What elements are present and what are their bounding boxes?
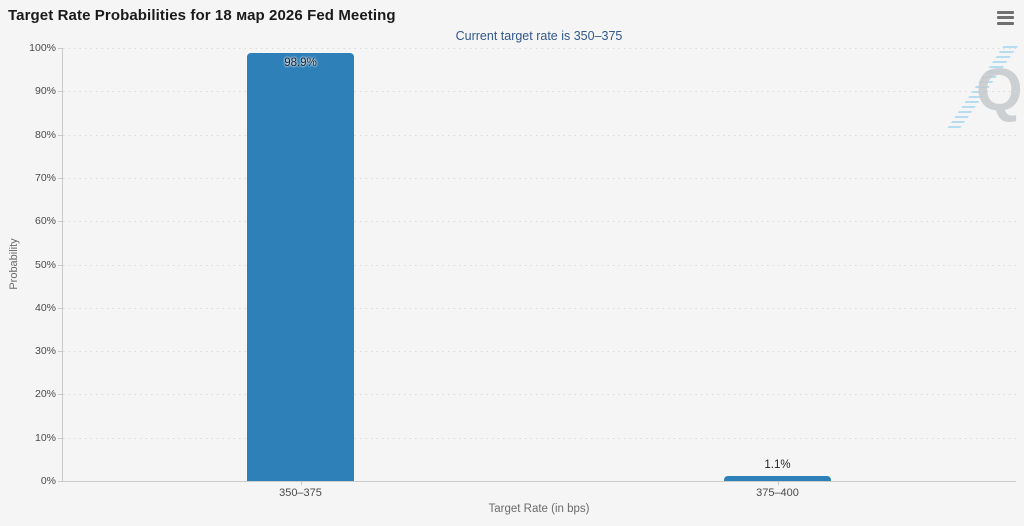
x-axis-tick (777, 481, 779, 485)
y-axis-tick (58, 264, 62, 266)
y-axis-tick-label: 50% (34, 258, 56, 271)
bar-value-label: 1.1% (764, 459, 791, 472)
y-axis-tick (58, 481, 62, 482)
hamburger-menu-icon[interactable] (994, 8, 1016, 28)
watermark-q-logo-icon: Q (976, 56, 1023, 123)
watermark-hatch-slash (946, 46, 1018, 130)
y-axis-tick (58, 437, 62, 439)
y-axis-tick-label: 30% (34, 345, 56, 358)
chart-title: Target Rate Probabilities for 18 мар 202… (8, 7, 396, 24)
probability-bar[interactable] (724, 476, 831, 481)
y-axis-line (62, 48, 63, 481)
h-gridline (63, 264, 1016, 266)
y-axis-tick (58, 351, 62, 353)
bar-value-label: 98.9% (284, 56, 317, 69)
x-axis-category-label: 375–400 (756, 487, 799, 499)
h-gridline (63, 177, 1016, 179)
h-gridline (63, 48, 1016, 49)
x-axis-title: Target Rate (in bps) (488, 503, 590, 515)
quikstrike-watermark: Q (946, 46, 1023, 130)
y-axis-tick-label: 10% (34, 431, 56, 444)
y-axis-tick (58, 307, 62, 309)
x-axis-line (62, 481, 1016, 482)
y-axis-tick (58, 394, 62, 396)
x-axis-category-label: 350–375 (279, 487, 322, 499)
h-gridline (63, 221, 1016, 223)
y-axis-tick-label: 80% (34, 128, 56, 141)
y-axis-tick-label: 40% (34, 301, 56, 314)
y-axis-tick (58, 134, 62, 136)
h-gridline (63, 351, 1016, 353)
probability-bar[interactable] (247, 52, 354, 481)
chart-subtitle: Current target rate is 350–375 (455, 29, 623, 43)
y-axis-tick (58, 177, 62, 179)
h-gridline (63, 307, 1016, 309)
y-axis-tick (58, 221, 62, 223)
y-axis-tick (58, 48, 62, 49)
y-axis-tick-label: 0% (40, 475, 56, 487)
y-axis-tick-label: 100% (29, 42, 56, 54)
h-gridline (63, 91, 1016, 93)
y-axis-tick-label: 60% (34, 215, 56, 228)
x-axis-tick (300, 481, 302, 485)
h-gridline (63, 437, 1016, 439)
y-axis-tick-label: 70% (34, 171, 56, 184)
y-axis-tick-label: 20% (34, 388, 56, 401)
y-axis-tick (58, 91, 62, 93)
h-gridline (63, 394, 1016, 396)
h-gridline (63, 134, 1016, 136)
y-axis-tick-label: 90% (34, 85, 56, 98)
